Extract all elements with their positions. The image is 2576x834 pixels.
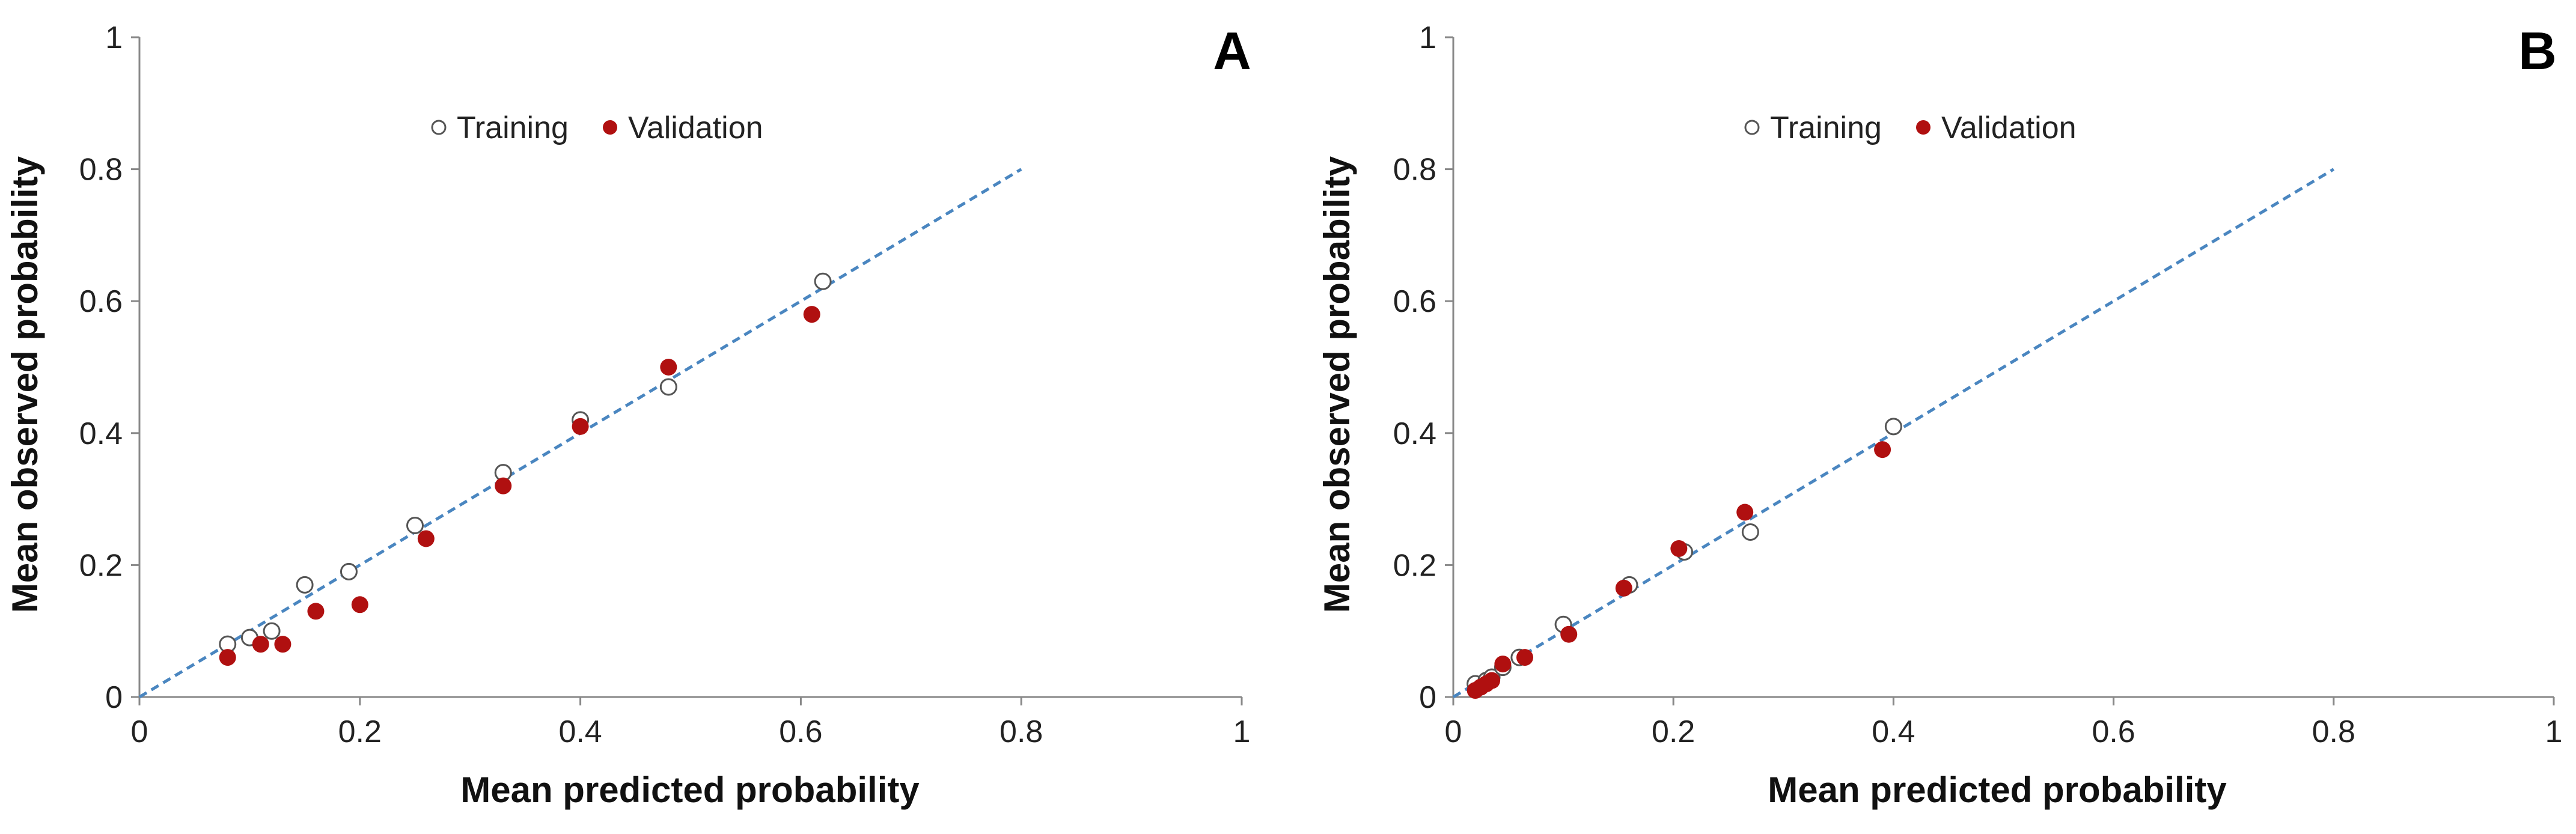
legend-training-marker [431,120,447,135]
point-validation [351,596,368,613]
legend-validation-marker [603,120,617,135]
y-tick-label: 0.4 [1393,416,1436,451]
x-axis-title: Mean predicted probability [1768,770,2227,810]
point-validation [1874,441,1891,458]
point-validation [1483,672,1501,689]
x-tick-label: 0.6 [779,714,822,749]
legend-training-label: Training [457,111,569,145]
legend-validation-marker [1916,120,1930,135]
point-training [406,517,424,535]
x-tick-label: 0.4 [1872,714,1915,749]
legend-training-label: Training [1770,111,1882,145]
x-tick-label: 1 [2545,714,2563,749]
y-tick-label: 0.6 [1393,284,1436,319]
point-validation [1494,656,1512,673]
y-tick-label: 1 [1419,20,1436,55]
y-tick-label: 0.6 [79,284,123,319]
point-training [814,272,832,290]
y-tick-label: 0.8 [1393,153,1436,187]
point-validation [495,477,512,495]
x-tick-label: 0.4 [558,714,602,749]
legend-validation-label: Validation [628,111,763,145]
point-validation [219,649,236,666]
chart-panel-b: Mean observed probability Mean predicted… [1317,20,2562,810]
y-tick-label: 1 [105,20,123,55]
point-validation [1560,626,1578,643]
x-tick-label: 0 [1445,714,1462,749]
point-validation [803,306,820,323]
x-tick-label: 0.8 [2312,714,2355,749]
y-tick-label: 0 [1419,680,1436,715]
y-tick-label: 0 [105,680,123,715]
y-tick-label: 0.4 [79,416,123,451]
point-validation [307,603,325,620]
chart-panel-a: Mean observed probability Mean predicted… [5,20,1251,810]
point-validation [252,636,269,653]
point-training [1884,418,1902,436]
point-training [340,562,358,580]
y-tick-label: 0.2 [1393,548,1436,583]
point-validation [660,359,677,376]
x-tick-label: 0.2 [1652,714,1695,749]
point-validation [274,636,291,653]
y-tick-label: 0.8 [79,153,123,187]
x-tick-label: 1 [1233,714,1251,749]
y-axis-title: Mean observed probability [5,156,45,613]
point-training [659,378,677,396]
point-validation [1615,579,1632,597]
x-axis-title: Mean predicted probability [460,770,920,810]
point-training [263,622,281,640]
panel-label: B [2518,21,2557,81]
point-validation [417,530,435,547]
x-tick-label: 0.6 [2092,714,2135,749]
point-training [1741,523,1759,541]
x-tick-label: 0.8 [1000,714,1043,749]
point-validation [1516,649,1534,666]
x-tick-label: 0 [131,714,148,749]
point-validation [1736,504,1754,521]
panel-label: A [1213,21,1251,81]
x-tick-label: 0.2 [338,714,382,749]
legend: Training Validation [431,111,763,145]
legend-training-marker [1744,120,1760,135]
legend: Training Validation [1744,111,2077,145]
y-axis-title: Mean observed probability [1317,156,1357,613]
point-validation [1670,540,1688,557]
point-validation [572,418,589,435]
legend-validation-label: Validation [1941,111,2077,145]
y-tick-label: 0.2 [79,548,123,583]
point-training [296,576,314,594]
